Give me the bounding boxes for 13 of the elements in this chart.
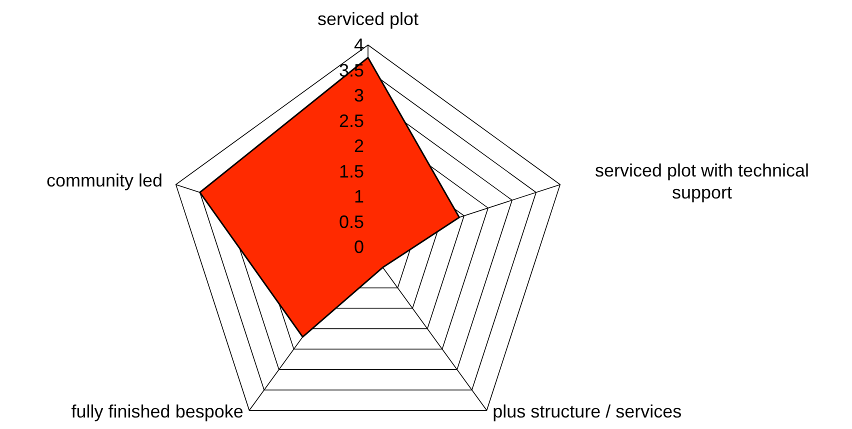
y-tick-label: 1.5 <box>338 161 364 182</box>
y-tick-label: 4 <box>354 35 364 55</box>
y-tick-label: 0.5 <box>338 212 364 232</box>
y-tick-label: 0 <box>354 237 364 257</box>
spoke-label: fully finished bespoke <box>71 401 244 422</box>
spoke-label: community led <box>46 170 163 190</box>
spoke-label: plus structure / services <box>492 401 682 422</box>
spoke-label: serviced plot <box>317 9 419 29</box>
y-tick-label: 3 <box>354 86 364 106</box>
spoke-label: serviced plot with technical support <box>594 160 810 202</box>
y-tick-label: 2 <box>354 136 364 156</box>
y-tick-label: 1 <box>354 186 364 206</box>
y-tick-label: 2.5 <box>338 110 364 131</box>
